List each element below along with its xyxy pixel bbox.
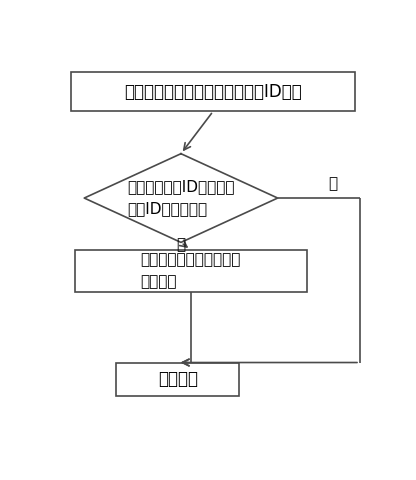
Bar	[116, 362, 239, 396]
Text: 捕获所述监测信号，解调以获取ID编码: 捕获所述监测信号，解调以获取ID编码	[124, 83, 302, 101]
Text: 将解调所得的ID编码与已
存的ID编码作比对: 将解调所得的ID编码与已 存的ID编码作比对	[127, 180, 235, 216]
Text: 是: 是	[176, 237, 186, 252]
Bar	[72, 72, 355, 111]
Text: 进行丢包: 进行丢包	[158, 370, 198, 388]
Text: 否: 否	[328, 176, 337, 191]
Bar	[74, 250, 307, 292]
Text: 进一步处理显示其包括的
气压数据: 进一步处理显示其包括的 气压数据	[141, 252, 241, 289]
